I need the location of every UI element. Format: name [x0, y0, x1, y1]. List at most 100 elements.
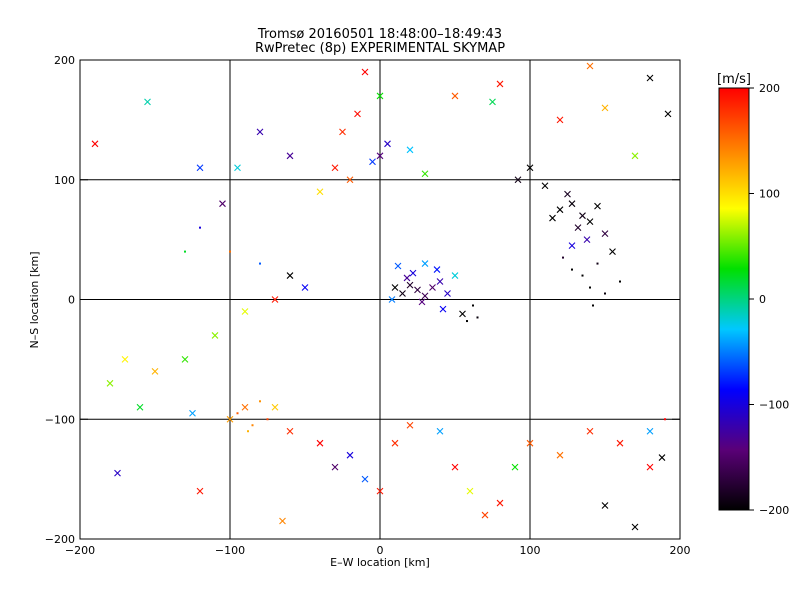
- data-point-x: [391, 439, 399, 447]
- data-point-stroke: [271, 403, 279, 411]
- data-point-x: [631, 152, 639, 160]
- data-point-x: [346, 176, 354, 184]
- data-point-x: [541, 182, 549, 190]
- data-point-stroke: [406, 421, 414, 429]
- x-tick-label: 100: [520, 544, 541, 557]
- data-point-x: [511, 463, 519, 471]
- data-point-stroke: [429, 284, 436, 291]
- data-point-stroke: [646, 427, 654, 435]
- data-point-stroke: [574, 224, 582, 232]
- data-point-stroke: [384, 140, 391, 148]
- data-point-x: [421, 292, 429, 300]
- data-point-x: [271, 403, 279, 411]
- data-point-stroke: [361, 68, 369, 76]
- data-point-stroke: [466, 487, 474, 495]
- data-point-stroke: [481, 511, 489, 519]
- data-point-stroke: [106, 379, 114, 387]
- data-point-stroke: [436, 278, 444, 285]
- data-point-stroke: [631, 152, 639, 160]
- data-point-stroke: [646, 463, 654, 471]
- data-point-x: [421, 260, 429, 267]
- data-point-x: [361, 68, 369, 76]
- data-point-dot: [466, 320, 468, 323]
- y-tick-label: −200: [45, 533, 75, 546]
- data-point-stroke: [646, 74, 654, 82]
- data-point-stroke: [196, 164, 204, 172]
- data-point-stroke: [409, 269, 417, 277]
- data-point-stroke: [403, 274, 411, 282]
- data-point-stroke: [421, 170, 429, 178]
- data-point-stroke: [241, 403, 249, 411]
- y-tick-label: 100: [54, 174, 75, 187]
- data-point-x: [646, 74, 654, 82]
- data-point-stroke: [388, 296, 396, 303]
- data-point-x: [399, 290, 406, 297]
- data-point-x: [466, 487, 474, 495]
- data-point-x: [549, 214, 556, 222]
- data-point-stroke: [601, 502, 609, 509]
- data-point-x: [388, 296, 396, 303]
- data-point-x: [406, 146, 414, 154]
- data-point-x: [601, 230, 609, 238]
- data-point-x: [594, 202, 601, 210]
- data-point-x: [439, 305, 447, 313]
- data-point-stroke: [376, 92, 384, 100]
- data-point-stroke: [226, 415, 234, 423]
- data-point-stroke: [526, 164, 534, 172]
- x-tick-label: 200: [670, 544, 691, 557]
- data-point-x: [286, 272, 294, 279]
- data-point-dot: [604, 292, 606, 295]
- data-point-x: [151, 367, 159, 375]
- data-point-stroke: [414, 286, 421, 294]
- data-point-x: [568, 242, 576, 250]
- data-point-dot: [592, 304, 594, 307]
- data-point-stroke: [568, 242, 576, 250]
- data-point-stroke: [406, 146, 414, 154]
- data-point-x: [433, 266, 441, 273]
- colorbar-tick-label: 100: [759, 188, 780, 201]
- data-point-x: [196, 487, 204, 495]
- data-point-x: [556, 206, 564, 214]
- data-point-x: [556, 451, 564, 459]
- data-point-x: [121, 355, 129, 363]
- data-point-x: [211, 332, 219, 339]
- data-point-stroke: [421, 292, 429, 300]
- data-point-stroke: [346, 176, 354, 184]
- data-point-x: [406, 421, 414, 429]
- data-point-stroke: [564, 190, 571, 198]
- colorbar-tick-label: 0: [759, 293, 766, 306]
- data-point-stroke: [256, 128, 264, 136]
- axis-ticks: −200 −100 0 100 200 −200 −100 0 100 200: [45, 54, 691, 557]
- data-point-stroke: [376, 487, 384, 495]
- data-point-stroke: [451, 272, 459, 279]
- data-point-stroke: [601, 230, 609, 238]
- data-point-stroke: [556, 451, 564, 459]
- data-point-stroke: [271, 296, 279, 303]
- y-tick-label: 0: [68, 294, 75, 307]
- data-point-stroke: [489, 98, 496, 106]
- data-point-stroke: [331, 463, 339, 471]
- data-point-x: [451, 463, 459, 471]
- x-tick-label: 0: [377, 544, 384, 557]
- data-point-x: [414, 286, 421, 294]
- data-point-x: [234, 164, 241, 172]
- data-point-stroke: [496, 80, 504, 88]
- data-point-x: [526, 164, 534, 172]
- data-point-stroke: [369, 158, 376, 166]
- data-point-stroke: [631, 523, 639, 531]
- data-point-stroke: [219, 200, 226, 208]
- data-point-x: [144, 98, 151, 106]
- data-point-x: [631, 523, 639, 531]
- data-point-x: [384, 140, 391, 148]
- data-point-x: [376, 152, 384, 160]
- data-point-x: [579, 212, 586, 220]
- data-point-stroke: [556, 206, 564, 214]
- data-point-stroke: [609, 248, 616, 255]
- data-point-x: [354, 110, 361, 118]
- colorbar: [718, 87, 750, 511]
- x-tick-label: −100: [215, 544, 245, 557]
- colorbar-ticks: 200 100 0 −100 −200: [749, 82, 789, 517]
- data-point-x: [586, 427, 594, 435]
- data-point-dot: [199, 226, 201, 229]
- data-point-x: [496, 80, 504, 88]
